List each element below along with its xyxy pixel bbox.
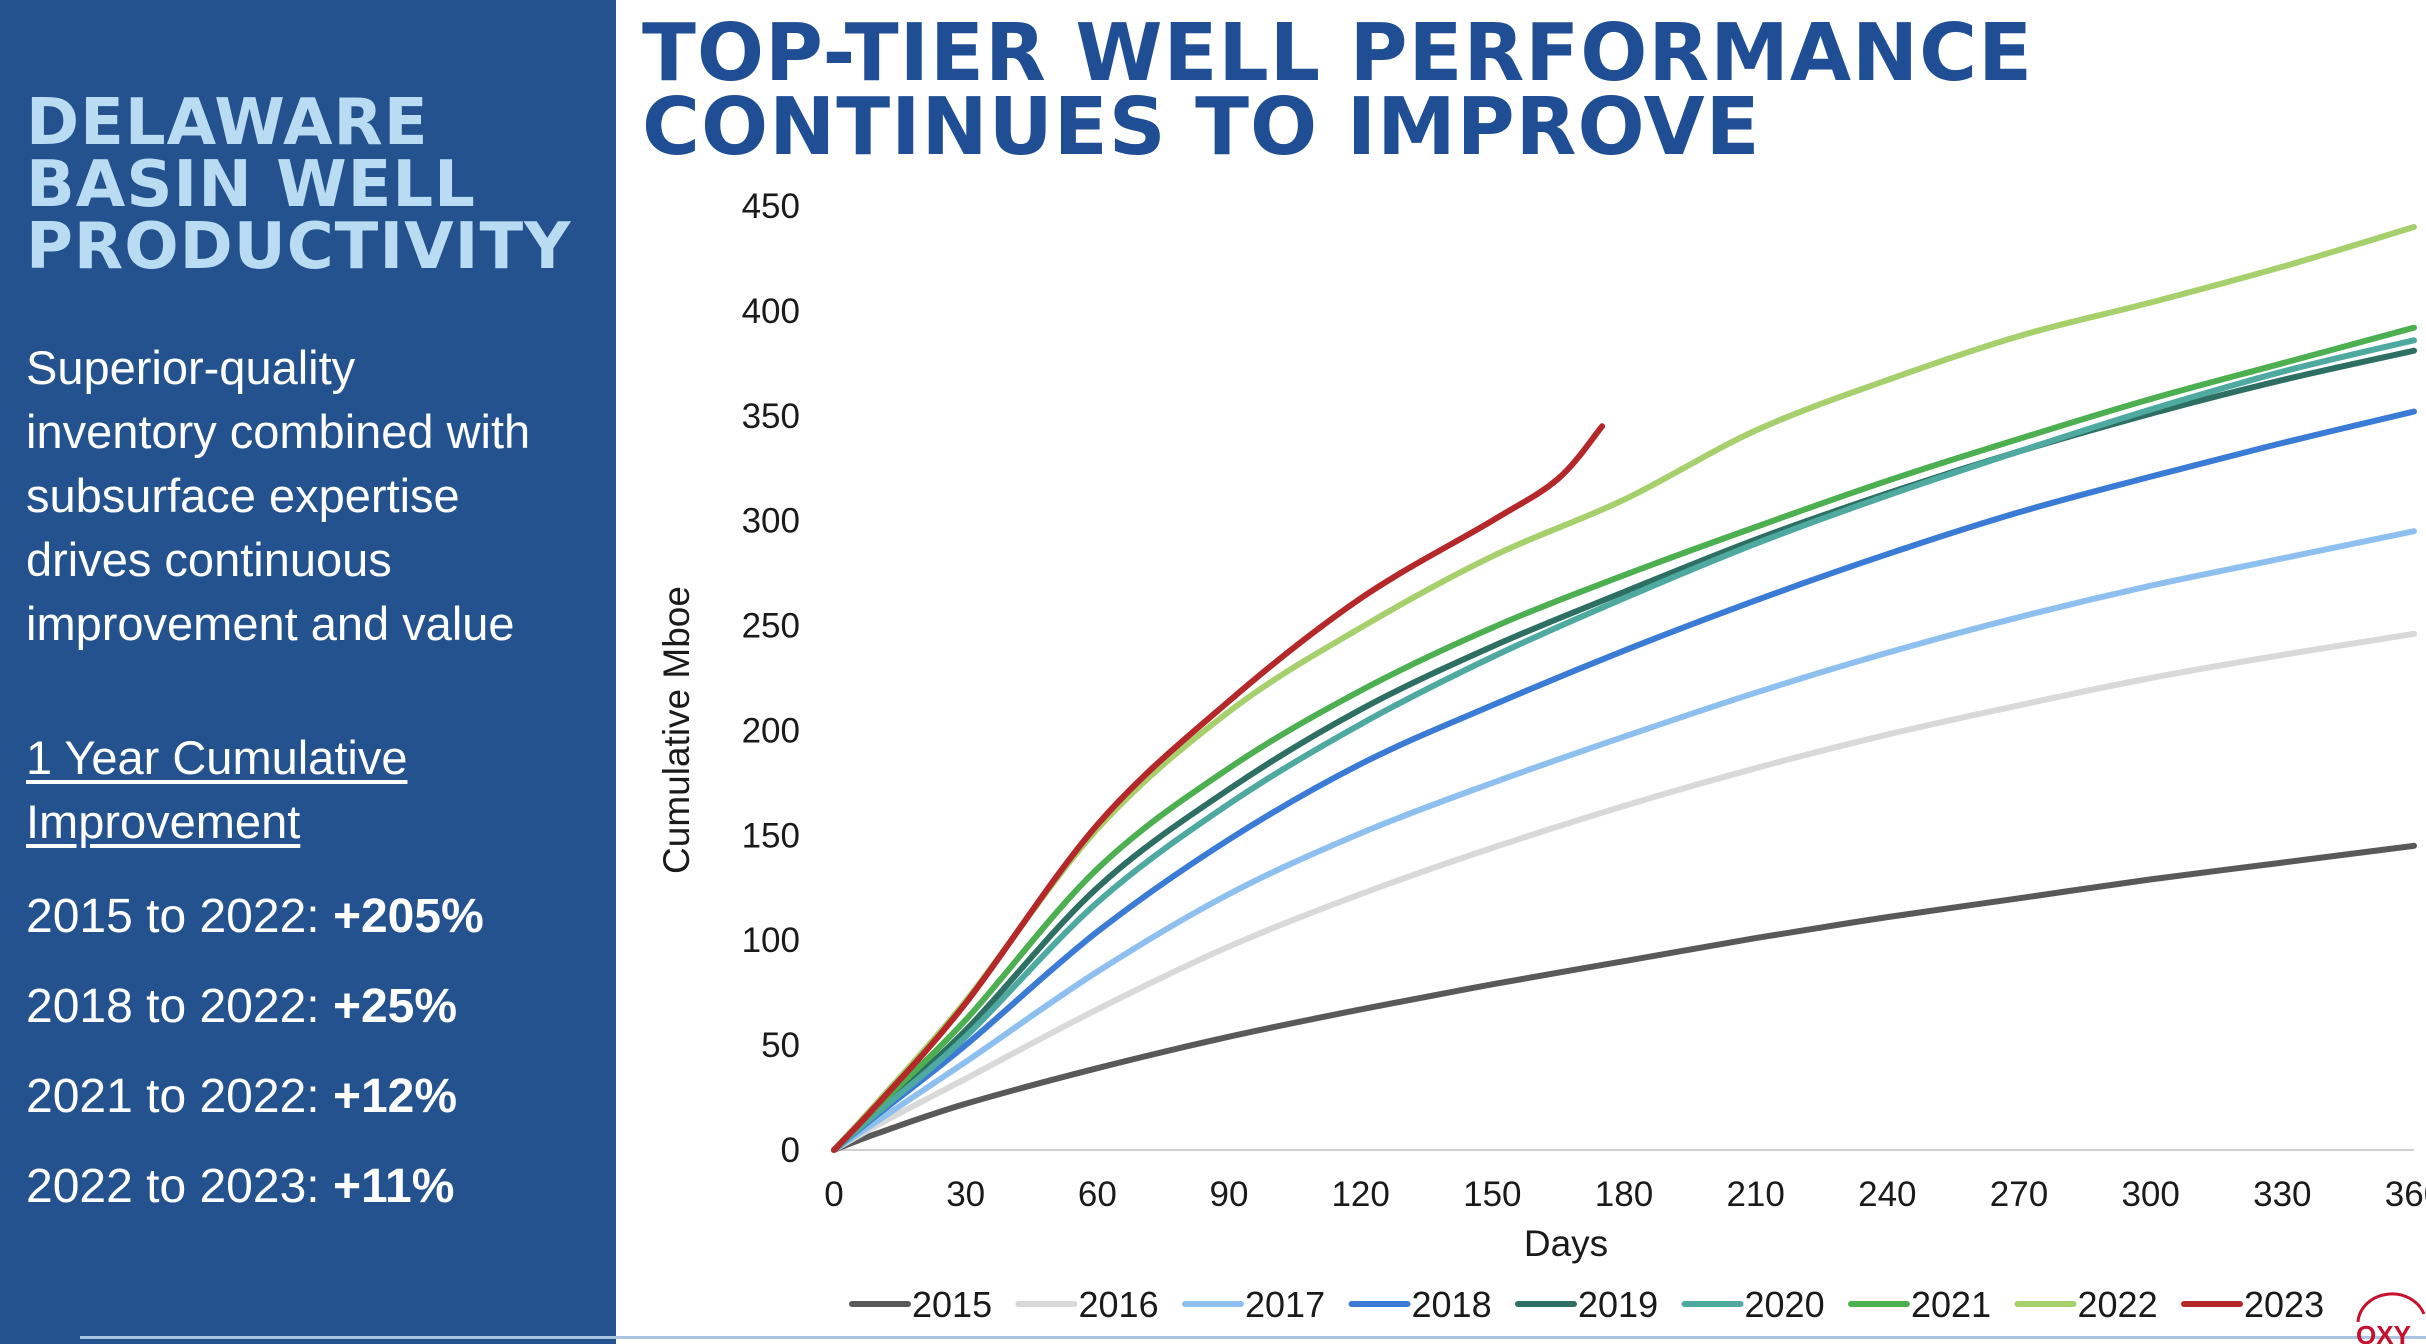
legend-label-2016: 2016	[1079, 1284, 1159, 1325]
series-line-2018	[831, 408, 2417, 1153]
chart-legend: 2015 2016 2017 2018 2019 2020 2021 2022 2023	[849, 1284, 2324, 1325]
series-line-2019	[831, 347, 2417, 1153]
legend-label-2018: 2018	[1412, 1284, 1492, 1325]
footer-divider	[80, 1336, 2426, 1339]
x-tick-label: 120	[1331, 1175, 1389, 1214]
description-line: inventory combined with	[26, 405, 531, 458]
y-tick-label: 0	[781, 1131, 800, 1170]
improvement-value: +25%	[332, 980, 458, 1033]
legend-label-2020: 2020	[1745, 1284, 1825, 1325]
svg-text:OXY: OXY	[2356, 1320, 2411, 1344]
sidebar-title-line: BASIN WELL	[26, 148, 476, 222]
y-tick-label: 150	[742, 816, 800, 855]
heading-line: 1 Year Cumulative	[26, 731, 408, 784]
oxy-logo-icon: OXY	[2356, 1292, 2426, 1344]
improvement-label: 2018 to 2022:	[26, 980, 320, 1033]
improvement-value: +12%	[332, 1070, 458, 1123]
legend-label-2015: 2015	[912, 1284, 992, 1325]
series-line-2022	[831, 224, 2417, 1153]
y-tick-label: 450	[742, 187, 800, 226]
improvement-label: 2022 to 2023:	[26, 1160, 320, 1213]
main-title: TOP-TIER WELL PERFORMANCE CONTINUES TO I…	[642, 7, 2034, 173]
legend-label-2021: 2021	[1911, 1284, 1991, 1325]
improvement-value: +11%	[332, 1160, 455, 1213]
x-axis-title: Days	[1524, 1223, 1608, 1264]
description-line: Superior-quality	[26, 341, 356, 394]
x-tick-label: 0	[824, 1175, 843, 1214]
legend-label-2023: 2023	[2244, 1284, 2324, 1325]
sidebar-description: Superior-quality inventory combined with…	[26, 336, 616, 656]
series-line-2020	[831, 337, 2417, 1153]
x-tick-label: 300	[2121, 1175, 2179, 1214]
series-line-2016	[831, 630, 2417, 1153]
legend-label-2017: 2017	[1245, 1284, 1325, 1325]
x-tick-label: 90	[1210, 1175, 1249, 1214]
x-tick-label: 210	[1726, 1175, 1784, 1214]
x-tick-label: 330	[2253, 1175, 2311, 1214]
series-line-2015	[831, 842, 2417, 1153]
x-tick-label: 180	[1595, 1175, 1653, 1214]
x-tick-label: 270	[1990, 1175, 2048, 1214]
legend-label-2019: 2019	[1578, 1284, 1658, 1325]
sidebar-panel: DELAWARE BASIN WELL PRODUCTIVITY Superio…	[0, 0, 616, 1344]
improvement-row: 2022 to 2023: +11%	[26, 1160, 616, 1214]
x-tick-label: 150	[1463, 1175, 1521, 1214]
sidebar-title-line: PRODUCTIVITY	[26, 210, 572, 284]
series-line-2021	[831, 324, 2417, 1153]
sidebar-title-line: DELAWARE	[26, 86, 429, 160]
description-line: improvement and value	[26, 597, 515, 650]
series-line-2023	[831, 423, 1606, 1153]
improvement-row: 2015 to 2022: +205%	[26, 890, 616, 944]
sidebar-title: DELAWARE BASIN WELL PRODUCTIVITY	[26, 86, 616, 284]
x-tick-label: 360	[2385, 1175, 2426, 1214]
y-tick-label: 50	[761, 1026, 800, 1065]
improvement-label: 2015 to 2022:	[26, 890, 320, 943]
improvement-value: +205%	[332, 890, 484, 943]
x-tick-label: 30	[946, 1175, 985, 1214]
y-tick-label: 200	[742, 711, 800, 750]
y-tick-label: 400	[742, 292, 800, 331]
cumulative-improvement-heading: 1 Year Cumulative Improvement	[26, 726, 616, 854]
y-tick-label: 250	[742, 607, 800, 646]
series-lines	[831, 224, 2417, 1153]
heading-line: Improvement	[26, 795, 301, 848]
x-tick-label: 240	[1858, 1175, 1916, 1214]
y-tick-label: 300	[742, 502, 800, 541]
improvement-row: 2018 to 2022: +25%	[26, 980, 616, 1034]
description-line: drives continuous	[26, 533, 392, 586]
main-title-line: TOP-TIER WELL PERFORMANCE	[642, 7, 2034, 99]
y-axis-title: Cumulative Mboe	[656, 586, 697, 874]
main-title-line: CONTINUES TO IMPROVE	[642, 81, 1761, 173]
y-tick-label: 100	[742, 921, 800, 960]
improvement-label: 2021 to 2022:	[26, 1070, 320, 1123]
legend-label-2022: 2022	[2078, 1284, 2158, 1325]
improvement-row: 2021 to 2022: +12%	[26, 1070, 616, 1124]
x-axis-ticks: 0 30 60 90 120 150 180 210 240 270 300 330 360	[824, 1175, 2426, 1214]
series-line-2017	[831, 528, 2417, 1153]
y-tick-label: 350	[742, 397, 800, 436]
description-line: subsurface expertise	[26, 469, 460, 522]
x-tick-label: 60	[1078, 1175, 1117, 1214]
y-axis-ticks: 0 50 100 150 200 250 300 350 400 450	[742, 187, 800, 1170]
